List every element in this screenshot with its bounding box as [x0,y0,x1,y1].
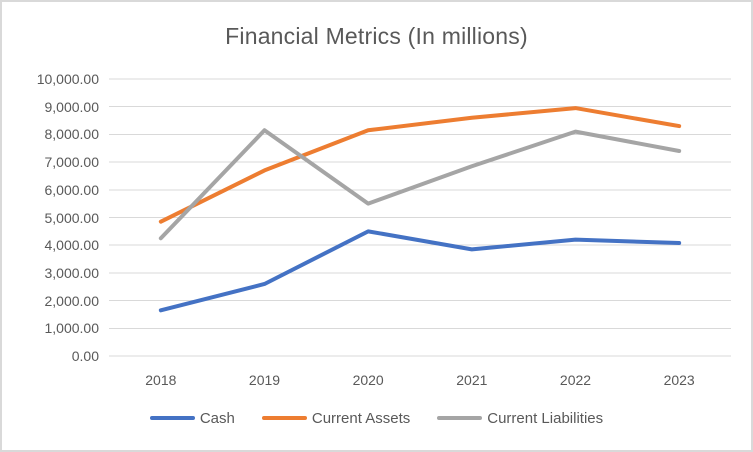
legend-item-current-liabilities: Current Liabilities [437,410,603,427]
x-tick-label: 2020 [352,372,384,388]
y-tick-label: 10,000.00 [36,71,99,87]
legend: Cash Current Assets Current Liabilities [2,407,751,429]
y-tick-label: 1,000.00 [44,320,100,337]
x-tick-label: 2021 [456,372,488,388]
legend-label: Current Liabilities [487,409,604,427]
y-tick-label: 5,000.00 [44,209,100,226]
series-line-current-liabilities [158,128,682,241]
y-tick-label: 2,000.00 [44,292,100,309]
legend-label: Cash [199,409,235,427]
y-tick-label: 9,000.00 [44,98,100,115]
x-tick-label: 2018 [145,372,177,388]
legend-item-current-assets: Current Assets [261,409,411,427]
chart-title: Financial Metrics (In millions) [225,23,528,49]
y-tick-label: 6,000.00 [44,181,100,198]
x-tick-label: 2023 [663,372,695,388]
y-tick-label: 8,000.00 [44,126,100,143]
y-tick-label: 0.00 [71,348,99,364]
y-tick-label: 3,000.00 [44,264,100,281]
legend-marker-cash [149,416,195,420]
x-tick-label: 2022 [559,372,592,388]
legend-label: Current Assets [311,409,411,427]
legend-marker-current-liabilities [437,416,483,420]
series-line-current-assets [158,106,682,224]
y-tick-label: 4,000.00 [44,237,100,254]
series-line-cash [158,229,682,313]
x-tick-label: 2019 [248,372,281,388]
legend-marker-current-assets [261,416,307,420]
y-tick-label: 7,000.00 [44,154,100,171]
legend-item-cash: Cash [149,409,235,427]
